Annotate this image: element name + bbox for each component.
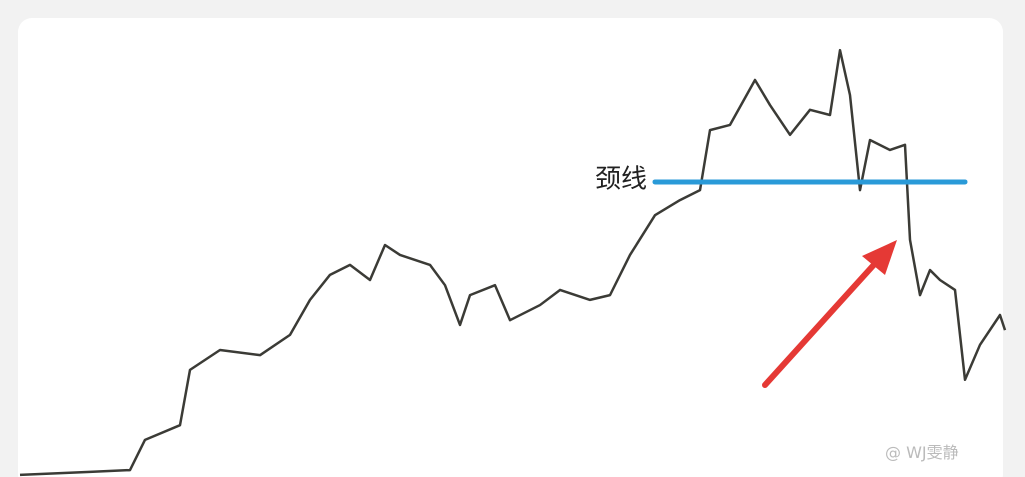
price-line [19, 48, 1007, 477]
arrow-head [862, 240, 897, 275]
arrow-shaft [762, 255, 883, 388]
card [18, 18, 1003, 477]
watermark: @ WJ雯静 [885, 443, 959, 462]
neckline-label: 颈线 [595, 164, 647, 194]
